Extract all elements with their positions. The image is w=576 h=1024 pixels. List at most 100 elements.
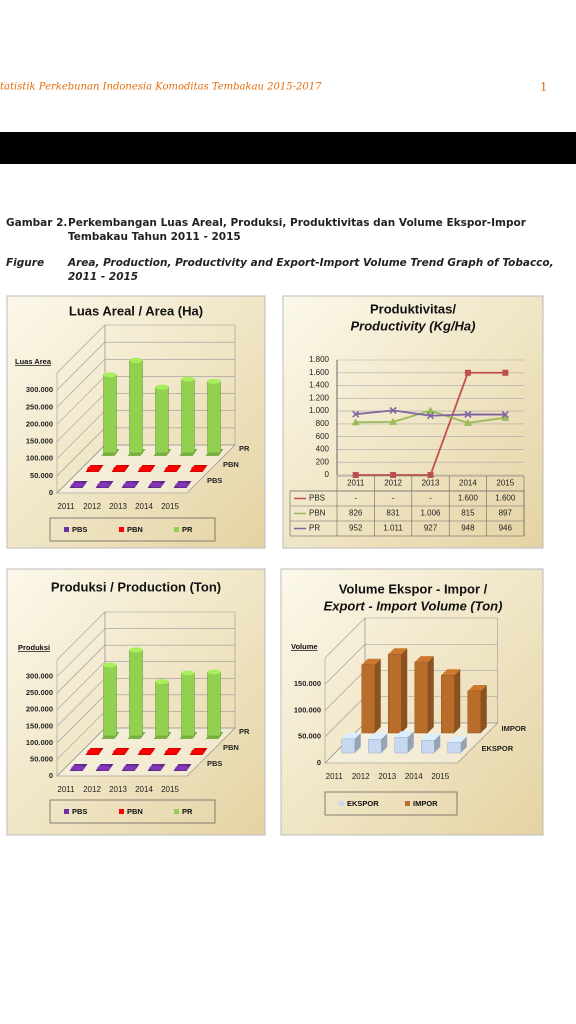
bar-top bbox=[165, 465, 179, 471]
bar-side bbox=[434, 734, 441, 753]
table-cell: - bbox=[392, 494, 395, 503]
x-tick-label: 2013 bbox=[378, 772, 396, 781]
bar-top bbox=[97, 765, 111, 771]
table-cell: 1.600 bbox=[495, 494, 516, 503]
point bbox=[389, 417, 398, 425]
bar bbox=[361, 664, 375, 734]
table-cell: 948 bbox=[461, 524, 475, 533]
legend-label: PBS bbox=[72, 807, 87, 816]
table-header: 2014 bbox=[459, 479, 477, 488]
chart-subtitle: Export - Import Volume (Ton) bbox=[324, 598, 503, 613]
y-tick-label: 1.400 bbox=[309, 381, 330, 390]
figure-line: 2011 - 2015 bbox=[68, 271, 138, 283]
x-tick-label: 2014 bbox=[135, 502, 153, 511]
y-tick-label: 100.000 bbox=[26, 454, 53, 463]
y-tick-label: 50.000 bbox=[30, 471, 53, 480]
page-number: 1 bbox=[540, 80, 547, 95]
x-tick-label: 2011 bbox=[57, 785, 75, 794]
bar-top bbox=[191, 465, 205, 471]
bar-top bbox=[113, 749, 127, 755]
legend-swatch bbox=[405, 801, 410, 806]
legend-box bbox=[324, 791, 458, 816]
bar bbox=[207, 671, 221, 737]
legend-label: IMPOR bbox=[413, 799, 438, 808]
x-tick-label: 2015 bbox=[431, 772, 449, 781]
grid-line bbox=[56, 341, 106, 391]
bar-top bbox=[175, 482, 189, 488]
legend-label: PBS bbox=[72, 525, 87, 534]
table-cell: 1.011 bbox=[383, 524, 403, 533]
series-depth-label: PBS bbox=[207, 759, 222, 768]
y-axis-label: Luas Area bbox=[15, 357, 52, 366]
bar-side bbox=[354, 732, 361, 753]
bar-top bbox=[129, 357, 143, 363]
legend-label: PR bbox=[182, 525, 193, 534]
bar-top bbox=[388, 648, 408, 655]
y-tick-label: 0 bbox=[325, 470, 330, 479]
grid-line bbox=[56, 694, 106, 744]
y-tick-label: 800 bbox=[316, 419, 330, 428]
table-cell: 1.006 bbox=[420, 509, 441, 518]
bar-top bbox=[207, 378, 221, 384]
caption-label: Gambar 2. bbox=[6, 217, 67, 229]
grid-line bbox=[56, 427, 106, 477]
bar bbox=[394, 737, 408, 754]
y-tick-label: 250.000 bbox=[26, 688, 53, 697]
grid-line bbox=[56, 661, 106, 710]
series-depth-label: PBN bbox=[223, 460, 239, 469]
black-bar bbox=[0, 132, 576, 164]
grid-line bbox=[324, 644, 366, 685]
y-tick-label: 1.200 bbox=[309, 393, 330, 402]
bar bbox=[129, 649, 143, 737]
legend-swatch bbox=[174, 809, 179, 814]
bar bbox=[368, 739, 382, 754]
bar-top bbox=[175, 765, 189, 771]
grid-line bbox=[56, 393, 106, 442]
bar bbox=[181, 672, 195, 737]
bar-top bbox=[155, 384, 169, 390]
legend-swatch bbox=[64, 809, 69, 814]
bar-top bbox=[123, 482, 137, 488]
bar bbox=[341, 738, 355, 754]
x-tick-label: 2011 bbox=[326, 772, 344, 781]
grid-line bbox=[56, 376, 106, 425]
table-header: 2012 bbox=[384, 479, 402, 488]
table-cell: 831 bbox=[386, 509, 400, 518]
bar bbox=[155, 681, 169, 737]
legend-swatch bbox=[64, 527, 69, 532]
bar bbox=[103, 374, 117, 454]
bar-side bbox=[381, 733, 388, 753]
table-cell: 952 bbox=[349, 524, 363, 533]
grid-line bbox=[56, 410, 106, 459]
y-tick-label: 150.000 bbox=[26, 721, 53, 730]
bar-top bbox=[149, 765, 163, 771]
y-tick-label: 200.000 bbox=[26, 419, 53, 428]
table-header: 2013 bbox=[422, 479, 440, 488]
chart-title: Volume Ekspor - Impor / bbox=[339, 581, 488, 596]
bar bbox=[155, 386, 169, 454]
series-depth-label: PR bbox=[239, 727, 250, 736]
point bbox=[390, 472, 397, 478]
y-tick-label: 100.000 bbox=[294, 705, 321, 714]
table-header: 2011 bbox=[347, 479, 365, 488]
y-tick-label: 600 bbox=[316, 432, 330, 441]
y-tick-label: 0 bbox=[49, 488, 53, 497]
bar-top bbox=[87, 465, 101, 471]
x-tick-label: 2012 bbox=[83, 785, 101, 794]
table-cell: 946 bbox=[499, 524, 513, 533]
chart-title: Produktivitas/ bbox=[370, 301, 456, 316]
bar-top bbox=[155, 679, 169, 685]
table-cell: - bbox=[429, 494, 432, 503]
y-tick-label: 250.000 bbox=[26, 402, 53, 411]
legend-label: EKSPOR bbox=[347, 799, 379, 808]
bar-top bbox=[71, 482, 85, 488]
legend-label: PBN bbox=[309, 509, 326, 518]
legend-label: PBN bbox=[127, 807, 143, 816]
bar-top bbox=[361, 658, 381, 665]
point bbox=[427, 472, 434, 478]
point bbox=[426, 406, 435, 414]
legend-swatch bbox=[119, 527, 124, 532]
bar-top bbox=[71, 765, 85, 771]
chart-subtitle: Productivity (Kg/Ha) bbox=[351, 318, 476, 333]
